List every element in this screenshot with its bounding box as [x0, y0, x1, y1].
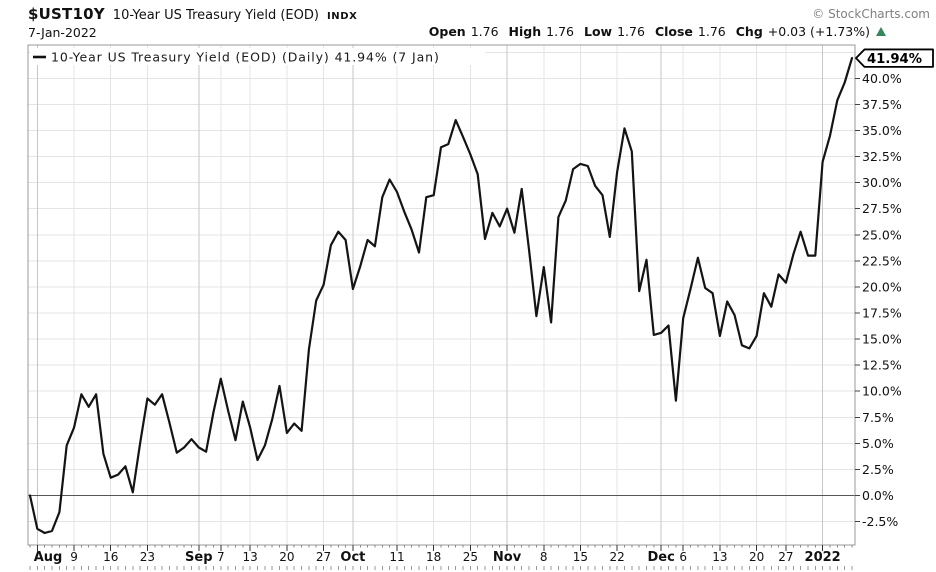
- svg-text:Dec: Dec: [648, 550, 675, 565]
- svg-text:9: 9: [70, 550, 78, 564]
- high-label: High: [508, 24, 542, 39]
- svg-text:11: 11: [389, 550, 404, 564]
- svg-text:15.0%: 15.0%: [862, 332, 902, 347]
- change-value: +0.03 (+1.73%): [767, 24, 870, 39]
- svg-text:10.0%: 10.0%: [862, 384, 902, 399]
- svg-text:13: 13: [712, 550, 727, 564]
- plot-border: [27, 44, 856, 546]
- chart-legend: 10-Year US Treasury Yield (EOD) (Daily) …: [30, 48, 485, 65]
- svg-text:Nov: Nov: [493, 550, 522, 565]
- svg-text:22: 22: [610, 550, 625, 564]
- svg-text:12.5%: 12.5%: [862, 358, 902, 373]
- svg-text:20: 20: [749, 550, 764, 564]
- close-label: Close: [654, 24, 693, 39]
- svg-text:20: 20: [279, 550, 294, 564]
- svg-text:5.0%: 5.0%: [862, 436, 894, 451]
- svg-text:Oct: Oct: [340, 550, 365, 565]
- svg-text:35.0%: 35.0%: [862, 123, 902, 138]
- ticker-symbol: $UST10Y: [28, 5, 105, 23]
- high-value: 1.76: [546, 24, 574, 39]
- svg-text:6: 6: [679, 550, 687, 564]
- chart-header: $UST10Y 10-Year US Treasury Yield (EOD) …: [28, 5, 357, 23]
- svg-text:-2.5%: -2.5%: [862, 514, 898, 529]
- change-label: Chg: [735, 24, 763, 39]
- svg-text:25.0%: 25.0%: [862, 227, 902, 242]
- open-label: Open: [428, 24, 466, 39]
- svg-text:2.5%: 2.5%: [862, 462, 894, 477]
- svg-text:40.0%: 40.0%: [862, 71, 902, 86]
- svg-text:22.5%: 22.5%: [862, 253, 902, 268]
- svg-text:27: 27: [316, 550, 331, 564]
- y-axis-labels: -2.5% 0.0% 2.5% 5.0% 7.5% 10.0% 12.5% 15.0% 17.5…: [855, 71, 902, 529]
- low-label: Low: [583, 24, 613, 39]
- svg-text:16: 16: [103, 550, 118, 564]
- svg-text:7.5%: 7.5%: [862, 410, 894, 425]
- quote-date: 7-Jan-2022: [28, 25, 97, 40]
- ohlc-strip: Open 1.76 High 1.76 Low 1.76 Close 1.76 …: [429, 24, 886, 39]
- svg-text:20.0%: 20.0%: [862, 279, 902, 294]
- instrument-title: 10-Year US Treasury Yield (EOD): [112, 8, 319, 23]
- open-value: 1.76: [470, 24, 499, 39]
- svg-text:27: 27: [778, 550, 793, 564]
- svg-text:17.5%: 17.5%: [862, 305, 902, 320]
- copyright-label: © StockCharts.com: [812, 7, 930, 21]
- svg-text:18: 18: [426, 550, 441, 564]
- svg-text:15: 15: [573, 550, 588, 564]
- svg-text:13: 13: [243, 550, 258, 564]
- svg-text:23: 23: [140, 550, 155, 564]
- svg-text:Sep: Sep: [185, 550, 213, 565]
- svg-text:8: 8: [540, 550, 548, 564]
- svg-text:0.0%: 0.0%: [862, 488, 894, 503]
- svg-text:Aug: Aug: [34, 550, 63, 565]
- svg-text:37.5%: 37.5%: [862, 97, 902, 112]
- x-axis-labels: Aug 9 16 23 Sep 7 13 20 27 Oct 11 18 25 Nov 8 15 22 Dec 6 1…: [29, 545, 853, 570]
- svg-text:32.5%: 32.5%: [862, 149, 902, 164]
- svg-text:30.0%: 30.0%: [862, 175, 902, 190]
- svg-text:10-Year US Treasury Yield (EOD: 10-Year US Treasury Yield (EOD) (Daily) …: [51, 50, 440, 65]
- svg-text:2022: 2022: [805, 550, 841, 565]
- close-value: 1.76: [697, 24, 726, 39]
- up-triangle-icon: [876, 27, 886, 36]
- price-line: [28, 56, 854, 535]
- last-value-callout: 41.94%: [855, 48, 934, 68]
- svg-text:7: 7: [217, 550, 225, 564]
- svg-text:25: 25: [463, 550, 478, 564]
- svg-text:41.94%: 41.94%: [867, 52, 922, 67]
- svg-text:27.5%: 27.5%: [862, 201, 902, 216]
- exchange-tag: INDX: [326, 11, 358, 22]
- low-value: 1.76: [617, 24, 645, 39]
- grid-lines: [28, 45, 855, 545]
